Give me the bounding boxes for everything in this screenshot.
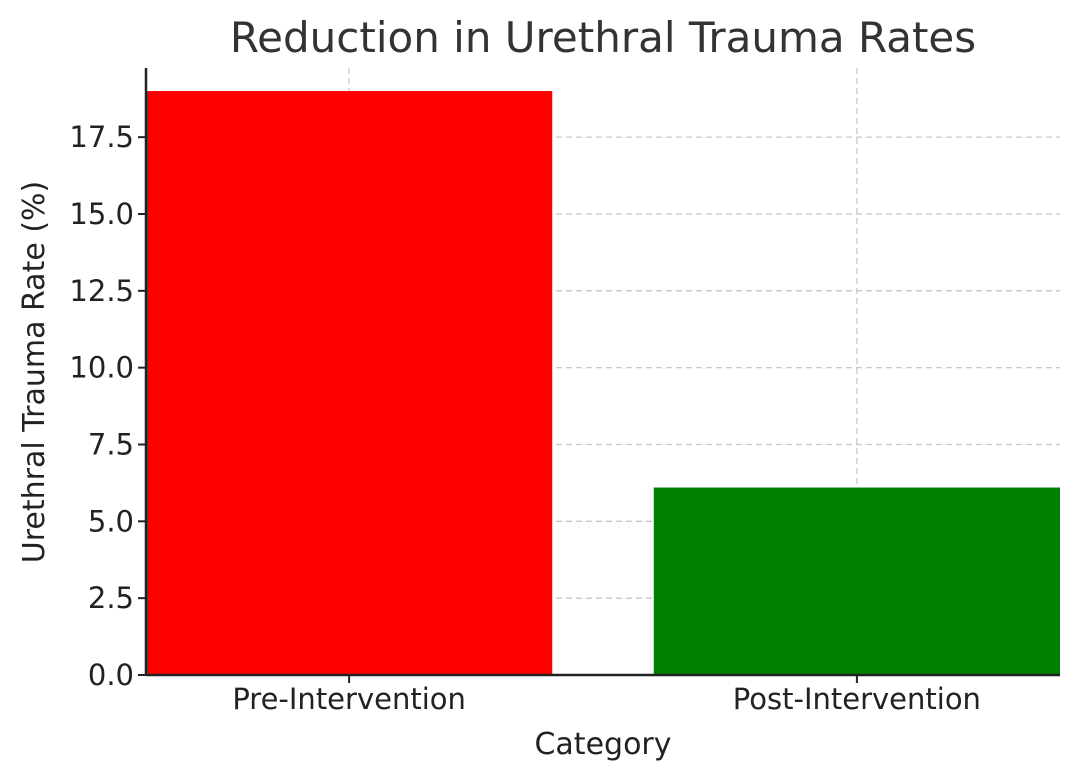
- y-axis-ticks: 0.0 2.5 5.0 7.5 10.0 12.5 15.0 17.5: [69, 120, 146, 692]
- y-tick-label: 2.5: [88, 581, 134, 615]
- x-tick-label: Post-Intervention: [733, 682, 981, 716]
- y-tick-label: 17.5: [69, 120, 134, 154]
- chart-title: Reduction in Urethral Trauma Rates: [230, 13, 976, 62]
- y-tick-label: 0.0: [88, 658, 134, 692]
- bar-pre-intervention: [146, 91, 553, 675]
- y-tick-label: 5.0: [88, 504, 134, 538]
- y-tick-label: 12.5: [69, 274, 134, 308]
- y-tick-label: 10.0: [69, 351, 134, 385]
- bars: [146, 91, 1060, 675]
- x-axis-label: Category: [534, 727, 671, 762]
- y-tick-label: 15.0: [69, 197, 134, 231]
- y-tick-label: 7.5: [88, 427, 134, 461]
- x-tick-label: Pre-Intervention: [232, 682, 466, 716]
- bar-post-intervention: [653, 487, 1060, 675]
- y-axis-label: Urethral Trauma Rate (%): [17, 181, 52, 564]
- x-axis-ticks: Pre-Intervention Post-Intervention: [232, 675, 981, 716]
